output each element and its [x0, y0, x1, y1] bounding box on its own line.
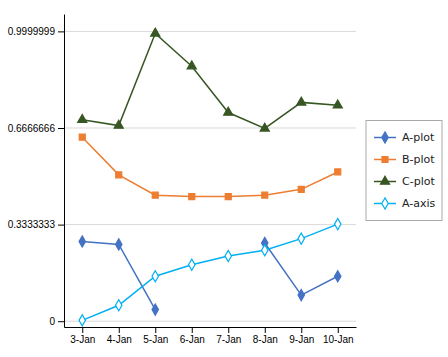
grid-line [64, 127, 356, 128]
marks [78, 28, 343, 326]
x-tick-label: 10-Jan [323, 334, 354, 345]
y-axis-line [64, 15, 65, 328]
x-tick: 10-Jan [323, 327, 354, 345]
legend-label: A-axis [402, 197, 436, 210]
x-tick-label: 3-Jan [70, 334, 95, 345]
x-tick-label: 5-Jan [143, 334, 168, 345]
point [189, 259, 195, 270]
y-tick: 0.9999999 [8, 26, 64, 37]
point [79, 315, 85, 326]
point [151, 28, 160, 36]
x-tick-mark [228, 327, 229, 333]
legend-label: A-plot [402, 131, 435, 144]
series-line [82, 137, 338, 196]
legend-frame [366, 121, 442, 221]
y-tick-mark [58, 31, 64, 32]
y-tick: 0.3333333 [8, 219, 64, 230]
x-tick-mark [265, 327, 266, 333]
y-tick-mark [58, 225, 64, 226]
x-tick: 6-Jan [180, 327, 205, 345]
point [225, 194, 231, 200]
plot-area: 0 0.3333333 0.6666666 0.9999999 3-Jan 4-Jan 5-… [8, 15, 357, 346]
x-tick: 7-Jan [216, 327, 241, 345]
y-tick-mark [58, 128, 64, 129]
x-tick-label: 7-Jan [216, 334, 241, 345]
point [335, 271, 341, 282]
point [78, 115, 87, 123]
point [262, 245, 268, 256]
point [79, 236, 85, 247]
grid [64, 31, 356, 321]
point [187, 61, 196, 69]
x-tick-label: 4-Jan [107, 334, 132, 345]
point [298, 233, 304, 244]
legend-symbol [382, 198, 388, 209]
x-tick-mark [119, 327, 120, 333]
legend-symbol [382, 157, 388, 163]
legend-label: B-plot [402, 153, 435, 166]
legend: A-plot B-plot C-plot A-axis [366, 121, 442, 221]
point [114, 120, 123, 128]
point [335, 169, 341, 175]
grid-line [64, 224, 356, 225]
legend-symbol [380, 176, 389, 184]
point [189, 194, 195, 200]
y-tick-label: 0 [49, 316, 55, 327]
point [116, 239, 122, 250]
y-tick-label: 0.3333333 [8, 219, 56, 230]
legend-symbol [382, 132, 388, 143]
x-tick-mark [192, 327, 193, 333]
x-tick: 4-Jan [107, 327, 132, 345]
point [224, 107, 233, 115]
point [297, 97, 306, 105]
chart: 0 0.3333333 0.6666666 0.9999999 3-Jan 4-Jan 5-… [0, 0, 448, 357]
y-tick: 0 [49, 316, 64, 327]
x-tick: 3-Jan [70, 327, 95, 345]
legend-item: A-plot [374, 131, 435, 144]
y-axis: 0 0.3333333 0.6666666 0.9999999 [8, 15, 65, 328]
series [79, 134, 341, 199]
x-tick-mark [338, 327, 339, 333]
series-line [82, 33, 338, 128]
y-tick-mark [58, 321, 64, 322]
legend-item: C-plot [374, 175, 435, 188]
point [225, 250, 231, 261]
x-tick: 9-Jan [289, 327, 314, 345]
legend-item: A-axis [374, 197, 436, 210]
y-tick-label: 0.6666666 [8, 123, 56, 134]
x-tick-label: 6-Jan [180, 334, 205, 345]
grid-line [64, 31, 356, 32]
series [78, 28, 343, 131]
legend-item: B-plot [374, 153, 435, 166]
y-tick: 0.6666666 [8, 123, 64, 134]
point [298, 186, 304, 192]
point [333, 100, 342, 108]
point [152, 192, 158, 198]
point [262, 192, 268, 198]
series-line [82, 242, 338, 310]
x-tick-label: 9-Jan [289, 334, 314, 345]
point [116, 300, 122, 311]
point [152, 304, 158, 315]
x-axis-line [65, 327, 357, 328]
legend-label: C-plot [402, 175, 435, 188]
point [298, 290, 304, 301]
series [79, 219, 341, 326]
x-tick-mark [155, 327, 156, 333]
x-tick-mark [301, 327, 302, 333]
series-line [82, 224, 338, 320]
x-axis: 3-Jan 4-Jan 5-Jan 6-Jan 7-Jan 8-Jan 9-Jan 10-Ja… [65, 327, 357, 345]
grid-line [64, 321, 356, 322]
x-tick-label: 8-Jan [253, 334, 278, 345]
point [116, 172, 122, 178]
x-tick-mark [82, 327, 83, 333]
x-tick: 8-Jan [253, 327, 278, 345]
series [79, 236, 341, 315]
point [152, 271, 158, 282]
point [260, 123, 269, 131]
point [79, 134, 85, 140]
y-tick-label: 0.9999999 [8, 26, 56, 37]
x-tick: 5-Jan [143, 327, 168, 345]
point [335, 219, 341, 230]
